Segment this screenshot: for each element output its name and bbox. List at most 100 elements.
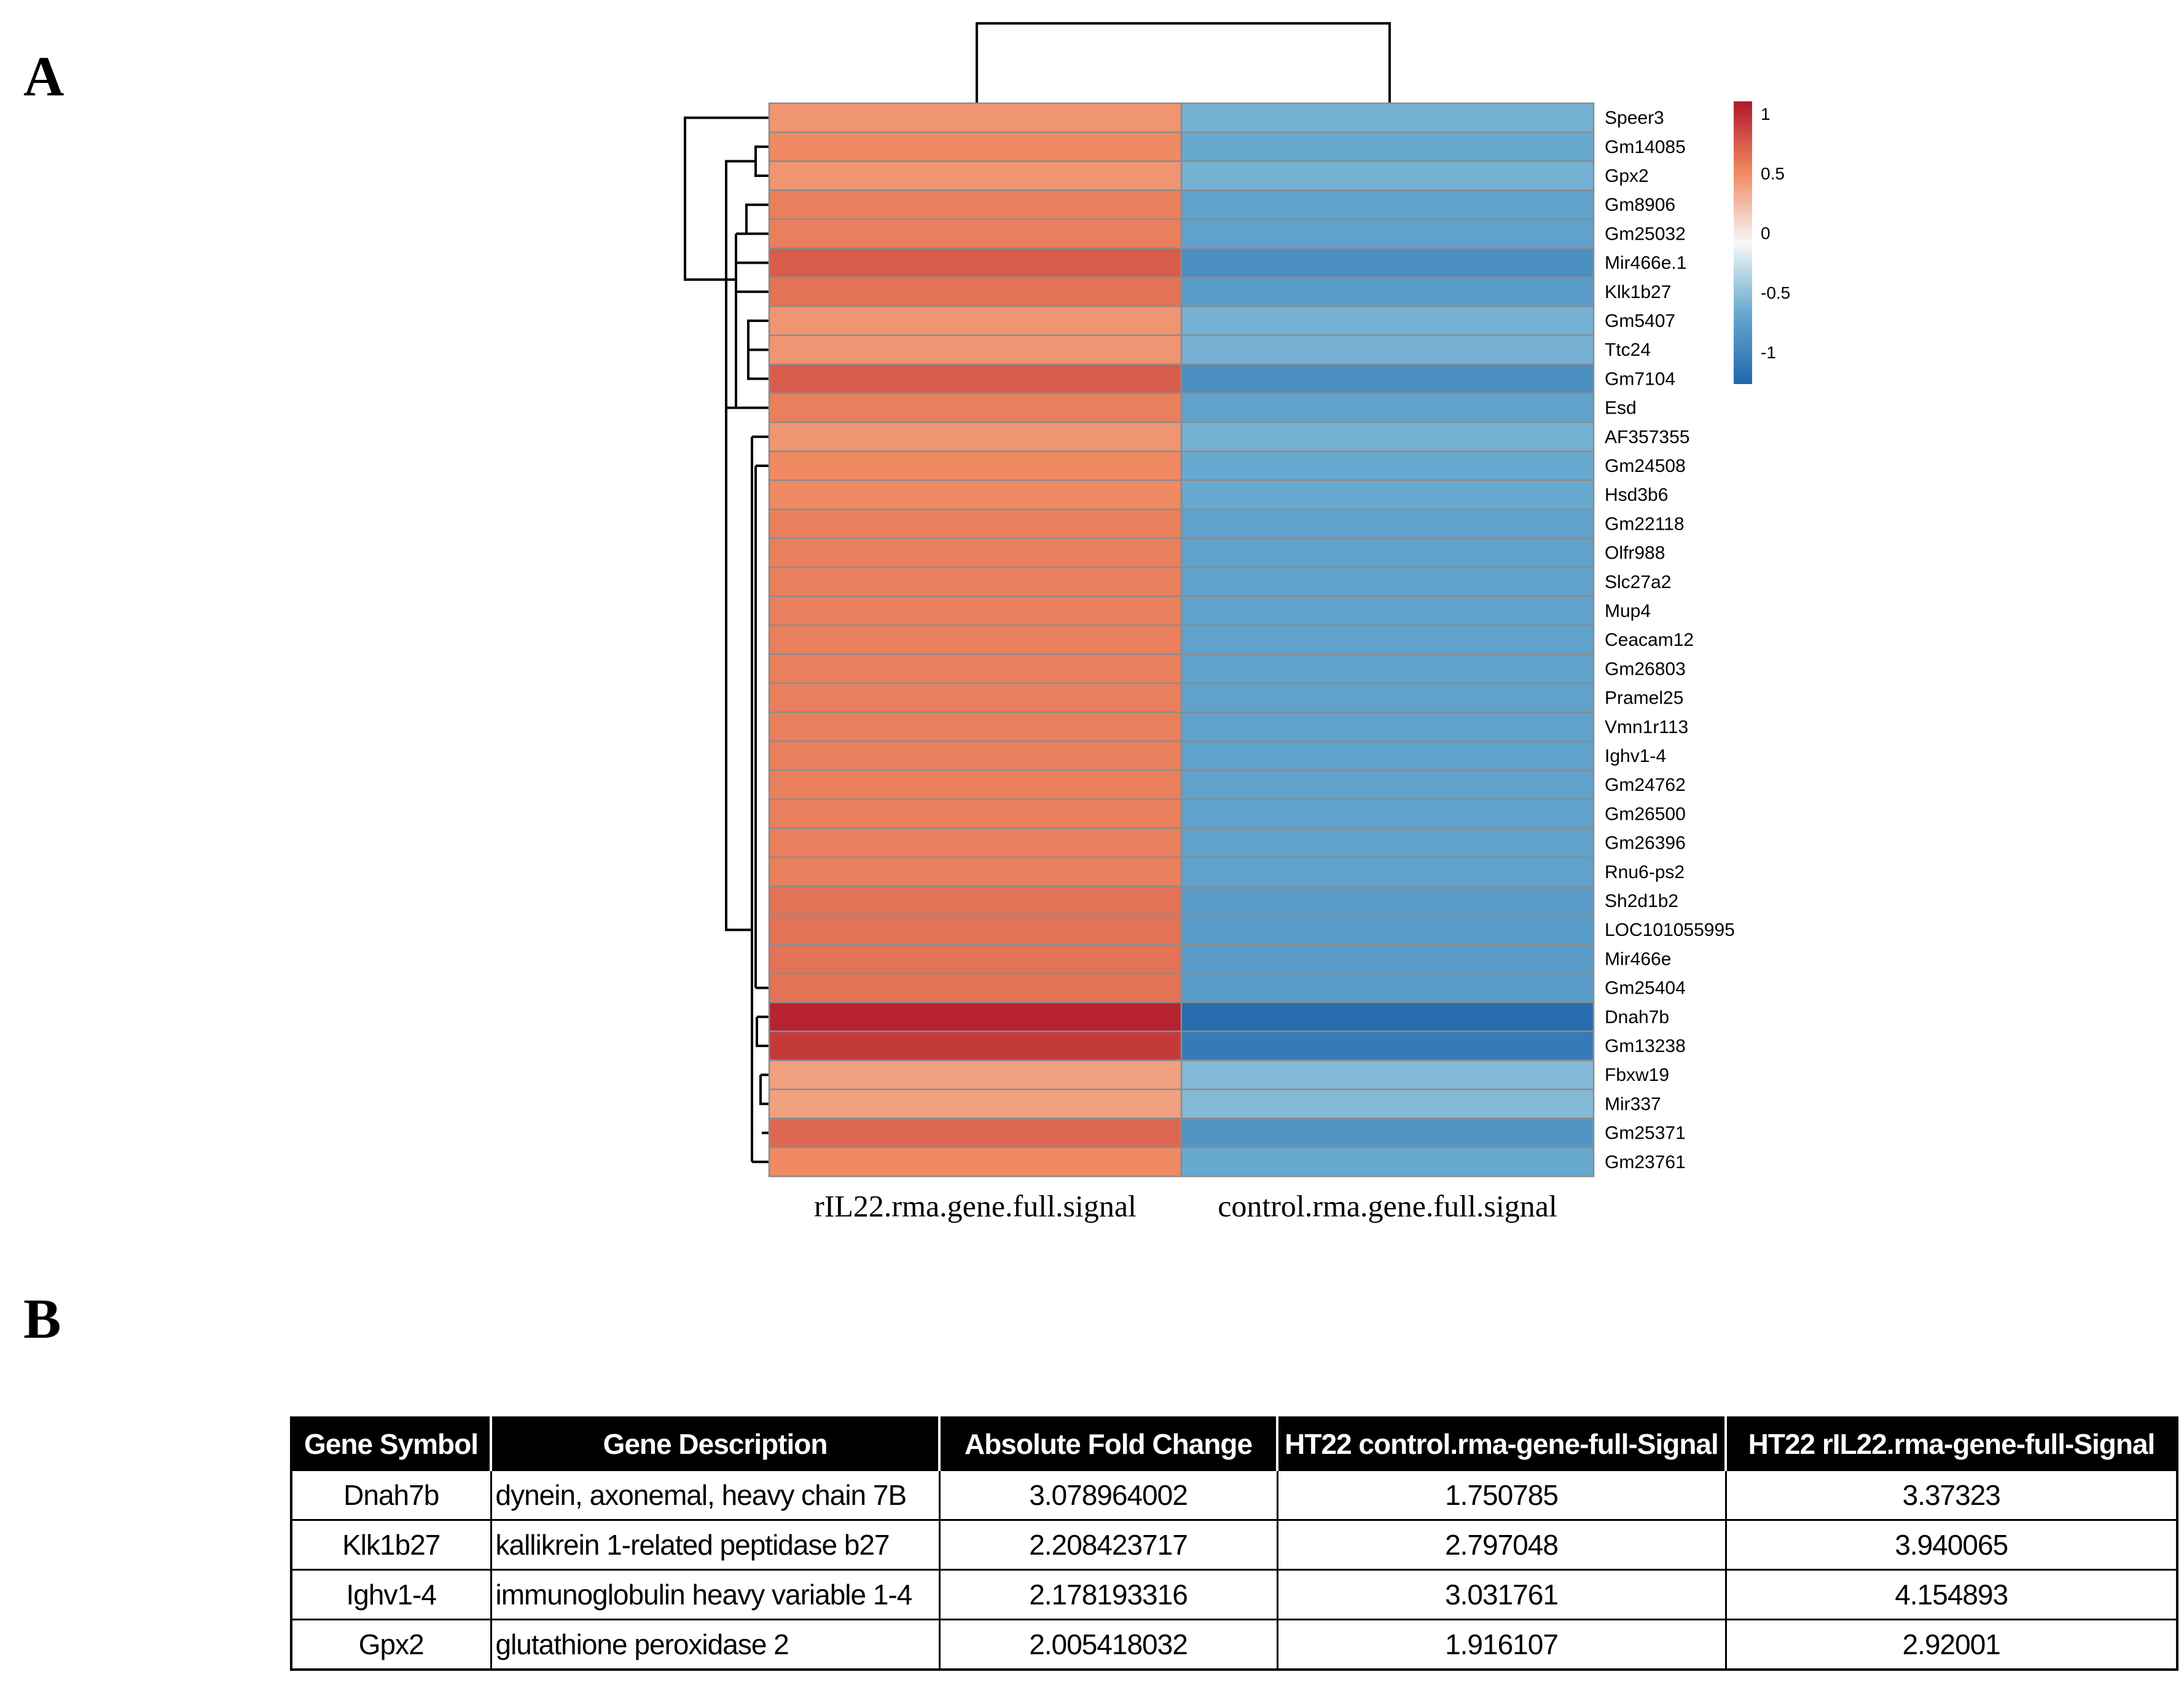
row-label: Gm24508 — [1605, 456, 1686, 476]
heatmap-cell — [768, 392, 1183, 423]
heatmap-cell — [768, 1146, 1183, 1177]
heatmap-cell — [768, 740, 1183, 771]
heatmap-cell — [1180, 1031, 1595, 1061]
row-label: Mup4 — [1605, 601, 1651, 621]
panel-label-b: B — [23, 1287, 61, 1350]
heatmap-figure: Speer3 Gm14085 Gpx2 Gm8906 Gm25032 Mir466e.1 K… — [684, 22, 1790, 1223]
cell-fold-change: 2.178193316 — [938, 1569, 1278, 1620]
row-label: Gm26500 — [1605, 804, 1686, 824]
heatmap-cell — [768, 131, 1183, 162]
cell-gene-description: immunoglobulin heavy variable 1-4 — [490, 1569, 941, 1620]
heatmap-cell — [1180, 508, 1595, 540]
cell-control-signal: 1.750785 — [1276, 1469, 1727, 1521]
row-label: Fbxw19 — [1605, 1065, 1669, 1085]
row-label: Pramel25 — [1605, 688, 1683, 709]
dendrogram-branch — [759, 1075, 769, 1105]
panel-label-a: A — [23, 45, 65, 108]
heatmap-cell — [1180, 421, 1595, 452]
heatmap-cell — [768, 421, 1183, 452]
color-scale-tick: -0.5 — [1761, 283, 1790, 302]
dendrogram-branch — [747, 348, 769, 380]
column-labels: rIL22.rma.gene.full.signal control.rma.ge… — [814, 1188, 1557, 1223]
heatmap-cells — [768, 102, 1595, 1177]
heatmap-cell — [768, 537, 1183, 568]
cell-gene-description: dynein, axonemal, heavy chain 7B — [490, 1469, 941, 1521]
row-label: Mir337 — [1605, 1094, 1661, 1114]
row-label: LOC101055995 — [1605, 920, 1735, 940]
cell-ril22-signal: 3.940065 — [1724, 1519, 2178, 1571]
dendrogram-branch — [725, 407, 752, 932]
row-label: Ttc24 — [1605, 340, 1651, 360]
row-label: Gm23761 — [1605, 1152, 1686, 1172]
table-row: Klk1b27 kallikrein 1-related peptidase b… — [290, 1519, 2178, 1571]
row-label: Klk1b27 — [1605, 282, 1671, 302]
heatmap-cell — [1180, 1117, 1595, 1148]
row-label: Gm14085 — [1605, 137, 1686, 157]
heatmap-cell — [1180, 624, 1595, 656]
header-gene-description: Gene Description — [490, 1418, 939, 1470]
cell-ril22-signal: 2.92001 — [1724, 1619, 2178, 1671]
heatmap-cell — [1180, 740, 1595, 771]
row-label: Speer3 — [1605, 108, 1664, 128]
heatmap-cell — [1180, 1059, 1595, 1091]
heatmap-cell — [1180, 885, 1595, 916]
row-label: Olfr988 — [1605, 543, 1665, 563]
heatmap-cell — [1180, 1088, 1595, 1120]
dendrogram-branch — [754, 145, 769, 177]
row-label: Rnu6-ps2 — [1605, 862, 1685, 882]
row-label: Gm25032 — [1605, 224, 1686, 244]
table-row: Dnah7b dynein, axonemal, heavy chain 7B … — [290, 1469, 2178, 1521]
heatmap-cell — [1180, 1146, 1595, 1177]
column-label: control.rma.gene.full.signal — [1218, 1188, 1557, 1223]
row-label: Gpx2 — [1605, 166, 1649, 186]
heatmap-cell — [1180, 537, 1595, 568]
row-dendrogram — [684, 116, 769, 1163]
heatmap-cell — [768, 682, 1183, 713]
row-label: AF357355 — [1605, 427, 1689, 447]
heatmap-cell — [1180, 363, 1595, 395]
cell-gene-symbol: Gpx2 — [290, 1619, 492, 1671]
cell-control-signal: 2.797048 — [1276, 1519, 1727, 1571]
gene-summary-table: Gene Symbol Gene Description Absolute Fo… — [290, 1416, 2178, 1671]
cell-ril22-signal: 4.154893 — [1724, 1569, 2178, 1620]
heatmap-cell — [1180, 566, 1595, 597]
heatmap-cell — [1180, 798, 1595, 830]
heatmap-cell — [768, 943, 1183, 975]
heatmap-cell — [768, 160, 1183, 191]
heatmap-cell — [768, 450, 1183, 481]
cell-gene-description: glutathione peroxidase 2 — [490, 1619, 941, 1671]
heatmap-cell — [1180, 769, 1595, 801]
heatmap-cell — [1180, 711, 1595, 742]
table-header-row: Gene Symbol Gene Description Absolute Fo… — [291, 1418, 2177, 1470]
heatmap-cell — [1180, 189, 1595, 221]
dendrogram-branch — [725, 160, 756, 409]
cell-gene-symbol: Klk1b27 — [290, 1519, 492, 1571]
header-absolute-fold-change: Absolute Fold Change — [938, 1418, 1277, 1470]
heatmap-cell — [1180, 160, 1595, 191]
dendrogram-branch — [747, 320, 769, 350]
heatmap-cell — [768, 798, 1183, 830]
heatmap-cell — [768, 363, 1183, 395]
header-ril22-signal: HT22 rIL22.rma-gene-full-Signal — [1724, 1418, 2177, 1470]
row-labels: Speer3 Gm14085 Gpx2 Gm8906 Gm25032 Mir466e.1 K… — [1605, 108, 1735, 1172]
heatmap-cell — [768, 711, 1183, 742]
heatmap-cell — [768, 189, 1183, 221]
heatmap-cell — [1180, 682, 1595, 713]
heatmap-cell — [1180, 943, 1595, 975]
row-label: Gm8906 — [1605, 195, 1675, 215]
heatmap-cell — [768, 102, 1183, 133]
row-label: Gm25371 — [1605, 1123, 1686, 1144]
row-label: Gm5407 — [1605, 311, 1675, 331]
heatmap-cell — [768, 827, 1183, 858]
heatmap-cell — [1180, 1001, 1595, 1032]
heatmap-cell — [768, 1088, 1183, 1120]
heatmap-cell — [1180, 972, 1595, 1003]
heatmap-cell — [768, 305, 1183, 336]
dendrogram-branch — [745, 203, 769, 234]
heatmap-cell — [1180, 653, 1595, 685]
heatmap-cell — [768, 914, 1183, 946]
cell-gene-description: kallikrein 1-related peptidase b27 — [490, 1519, 941, 1571]
heatmap-cell — [1180, 102, 1595, 133]
heatmap-cell — [768, 218, 1183, 249]
heatmap-cell — [1180, 450, 1595, 481]
